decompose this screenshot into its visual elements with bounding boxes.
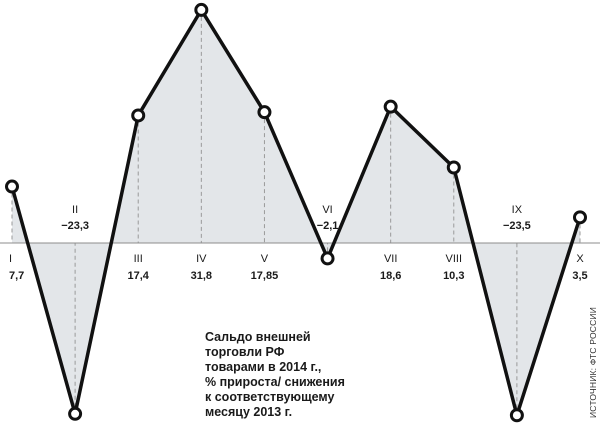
- value-label-VI: −2,1: [317, 220, 339, 232]
- month-label-VII: VII: [384, 253, 397, 265]
- data-point-III: [131, 108, 146, 123]
- chart-title-line-4: % прироста/ снижения: [205, 375, 345, 389]
- data-point-I: [5, 179, 19, 194]
- chart-title-line-6: месяцу 2013 г.: [205, 405, 293, 419]
- value-label-IV: 31,8: [191, 270, 212, 282]
- month-label-I: I: [9, 253, 12, 265]
- series-line: [10, 8, 582, 418]
- chart-title-line-1: Сальдо внешней: [205, 330, 311, 344]
- chart-title-line-2: торговли РФ: [205, 345, 285, 359]
- value-label-VIII: 10,3: [443, 270, 464, 282]
- chart-guide-lines: [11, 9, 581, 416]
- month-label-VIII: VIII: [446, 253, 463, 265]
- data-point-VII: [383, 99, 398, 114]
- month-label-VI: VI: [322, 204, 332, 216]
- data-point-IX: [509, 408, 524, 423]
- month-label-IV: IV: [196, 253, 207, 265]
- month-label-IX: IX: [512, 204, 523, 216]
- month-label-III: III: [134, 253, 143, 265]
- source-note: ИСТОЧНИК: ФТС РОССИИ: [588, 306, 598, 418]
- chart-title-line-5: к соответствующему: [205, 390, 335, 404]
- chart-title: Сальдо внешней торговли РФ товарами в 20…: [205, 330, 405, 420]
- value-label-III: 17,4: [128, 270, 150, 282]
- data-point-V: [257, 105, 272, 120]
- month-label-V: V: [261, 253, 269, 265]
- chart-title-line-3: товарами в 2014 г.,: [205, 360, 322, 374]
- month-label-II: II: [72, 204, 78, 216]
- data-point-X: [573, 210, 587, 225]
- chart-markers: [5, 2, 587, 423]
- data-point-VIII: [446, 160, 461, 175]
- area-fill: [12, 9, 580, 416]
- value-label-X: 3,5: [572, 270, 587, 282]
- data-point-II: [68, 406, 83, 421]
- chart-labels: I 7,7 II −23,3 III 17,4 IV 31,8 V 17,85 VI −2,1 VII 1…: [9, 204, 588, 282]
- data-point-IV: [194, 2, 209, 17]
- month-label-X: X: [576, 253, 584, 265]
- value-label-I: 7,7: [9, 270, 24, 282]
- value-label-II: −23,3: [61, 220, 89, 232]
- chart-area-fill: [12, 9, 580, 416]
- data-point-VI: [320, 251, 335, 266]
- value-label-VII: 18,6: [380, 270, 401, 282]
- value-label-IX: −23,5: [503, 220, 531, 232]
- value-label-V: 17,85: [251, 270, 279, 282]
